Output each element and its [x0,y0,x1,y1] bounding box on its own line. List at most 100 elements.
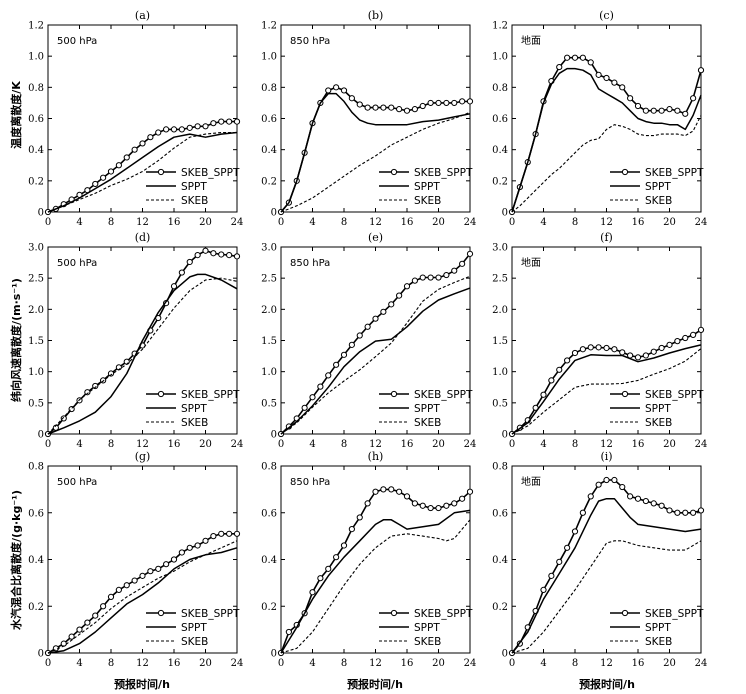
data-point-marker [155,565,162,572]
x-tick-label: 4 [309,217,315,228]
data-point-marker [388,486,395,493]
y-tick-label: 3.0 [261,243,277,254]
data-point-marker [697,507,705,514]
x-tick-label: 20 [432,217,445,228]
legend-marker [157,168,165,176]
plot-frame [47,24,238,213]
x-tick-label: 20 [663,658,676,669]
legend-label-sppt: SPPT [181,622,207,634]
y-tick-label: 1.2 [261,21,277,32]
y-tick-label: 0.2 [261,176,277,187]
data-point-marker [210,120,217,127]
y-tick-label: 0.6 [28,114,44,125]
data-point-marker [658,344,665,352]
data-point-marker [540,391,547,398]
y-axis-label-row-1: 温度离散度/K [9,81,23,149]
y-tick-label: 0.4 [492,555,508,566]
y-tick-label: 0.8 [492,462,508,473]
data-point-marker [226,118,233,125]
legend-label-sppt: SPPT [181,403,207,415]
series-line-sppt [511,344,702,435]
x-tick-label: 8 [572,658,578,669]
panel-4: 0 4 8 12 16 20 24 0 0.5 1.0 1.5 2.0 2.5 3.0 (d) 500 hPa… [28,231,243,450]
data-point-marker [459,495,466,502]
data-point-marker [178,126,185,133]
data-point-marker [396,106,403,113]
panel-label: (h) [368,450,384,463]
x-tick-label: 4 [540,439,546,450]
y-tick-label: 0.6 [261,114,277,125]
y-tick-label: 1.0 [492,367,508,378]
legend-label-skeb-sppt: SKEB_SPPT [645,389,704,401]
data-point-marker [587,59,594,66]
panel-label: (a) [135,9,150,22]
data-point-marker [348,341,355,348]
x-tick-label: 20 [199,439,212,450]
data-point-marker [459,98,466,105]
x-axis-label-col-2: 预报时间/h [347,677,403,691]
x-tick-label: 20 [432,658,445,669]
y-tick-label: 0.4 [28,555,44,566]
y-tick-label: 0.8 [261,462,277,473]
legend-label-skeb: SKEB [645,195,672,207]
data-point-marker [210,250,217,257]
data-point-marker [611,476,618,484]
data-point-marker [435,274,442,281]
data-point-marker [666,341,673,348]
data-point-marker [697,67,705,74]
series-line-skeb [280,111,471,213]
legend-label-sppt: SPPT [645,622,671,634]
x-tick-label: 8 [108,217,114,228]
x-tick-label: 16 [168,217,181,228]
y-tick-label: 0 [38,430,44,441]
data-point-marker [84,619,91,626]
x-tick-label: 0 [45,439,51,450]
data-point-marker [587,493,594,500]
data-point-marker [364,104,371,111]
y-tick-label: 0 [271,208,277,219]
x-tick-label: 0 [45,658,51,669]
data-point-marker [372,488,379,495]
data-point-marker [658,502,665,509]
series-line-sppt [280,92,471,213]
data-point-marker [356,101,363,108]
legend: SKEB_SPPT SPPT SKEB [610,608,704,648]
x-tick-label: 8 [108,658,114,669]
legend-label-skeb: SKEB [414,417,441,429]
x-axis-label-col-1: 预报时间/h [114,677,170,691]
y-axis-label-row-2: 纬向风速离散度/(m·s⁻¹) [9,278,23,402]
data-point-marker [226,252,233,259]
data-point-marker [333,361,340,368]
x-tick-label: 4 [309,658,315,669]
legend: SKEB_SPPT SPPT SKEB [379,389,473,429]
y-tick-label: 0.4 [492,145,508,156]
panel-5: 0 4 8 12 16 20 24 0 0.5 1.0 1.5 2.0 2.5 3.0 (e) 850 hPa… [261,231,476,450]
x-tick-label: 12 [136,658,149,669]
data-point-marker [564,357,571,364]
y-tick-label: 0.5 [492,398,508,409]
x-tick-label: 8 [341,439,347,450]
x-tick-label: 8 [572,217,578,228]
data-point-marker [564,544,571,551]
x-tick-label: 16 [401,658,414,669]
y-tick-label: 0.8 [28,83,44,94]
data-point-marker [202,537,209,544]
y-tick-label: 1.5 [28,336,44,347]
series-line-skeb [511,115,702,213]
data-point-marker [317,575,324,582]
data-point-marker [690,95,697,102]
y-tick-label: 0.6 [492,114,508,125]
x-tick-label: 0 [509,658,515,669]
legend: SKEB_SPPT SPPT SKEB [379,167,473,207]
series-line-sppt [280,287,471,435]
series-line-sppt [511,497,702,654]
panel-2: 0 4 8 12 16 20 24 0 0.2 0.4 0.6 0.8 1.0 1.2 (b) 850 hPa… [261,9,476,228]
data-point-marker [333,84,340,91]
data-point-marker [356,332,363,339]
x-tick-label: 0 [509,217,515,228]
legend-label-skeb-sppt: SKEB_SPPT [414,167,473,179]
plot-frame [47,465,238,654]
legend-label-skeb-sppt: SKEB_SPPT [645,608,704,620]
data-point-marker [301,404,308,411]
x-tick-label: 20 [432,439,445,450]
